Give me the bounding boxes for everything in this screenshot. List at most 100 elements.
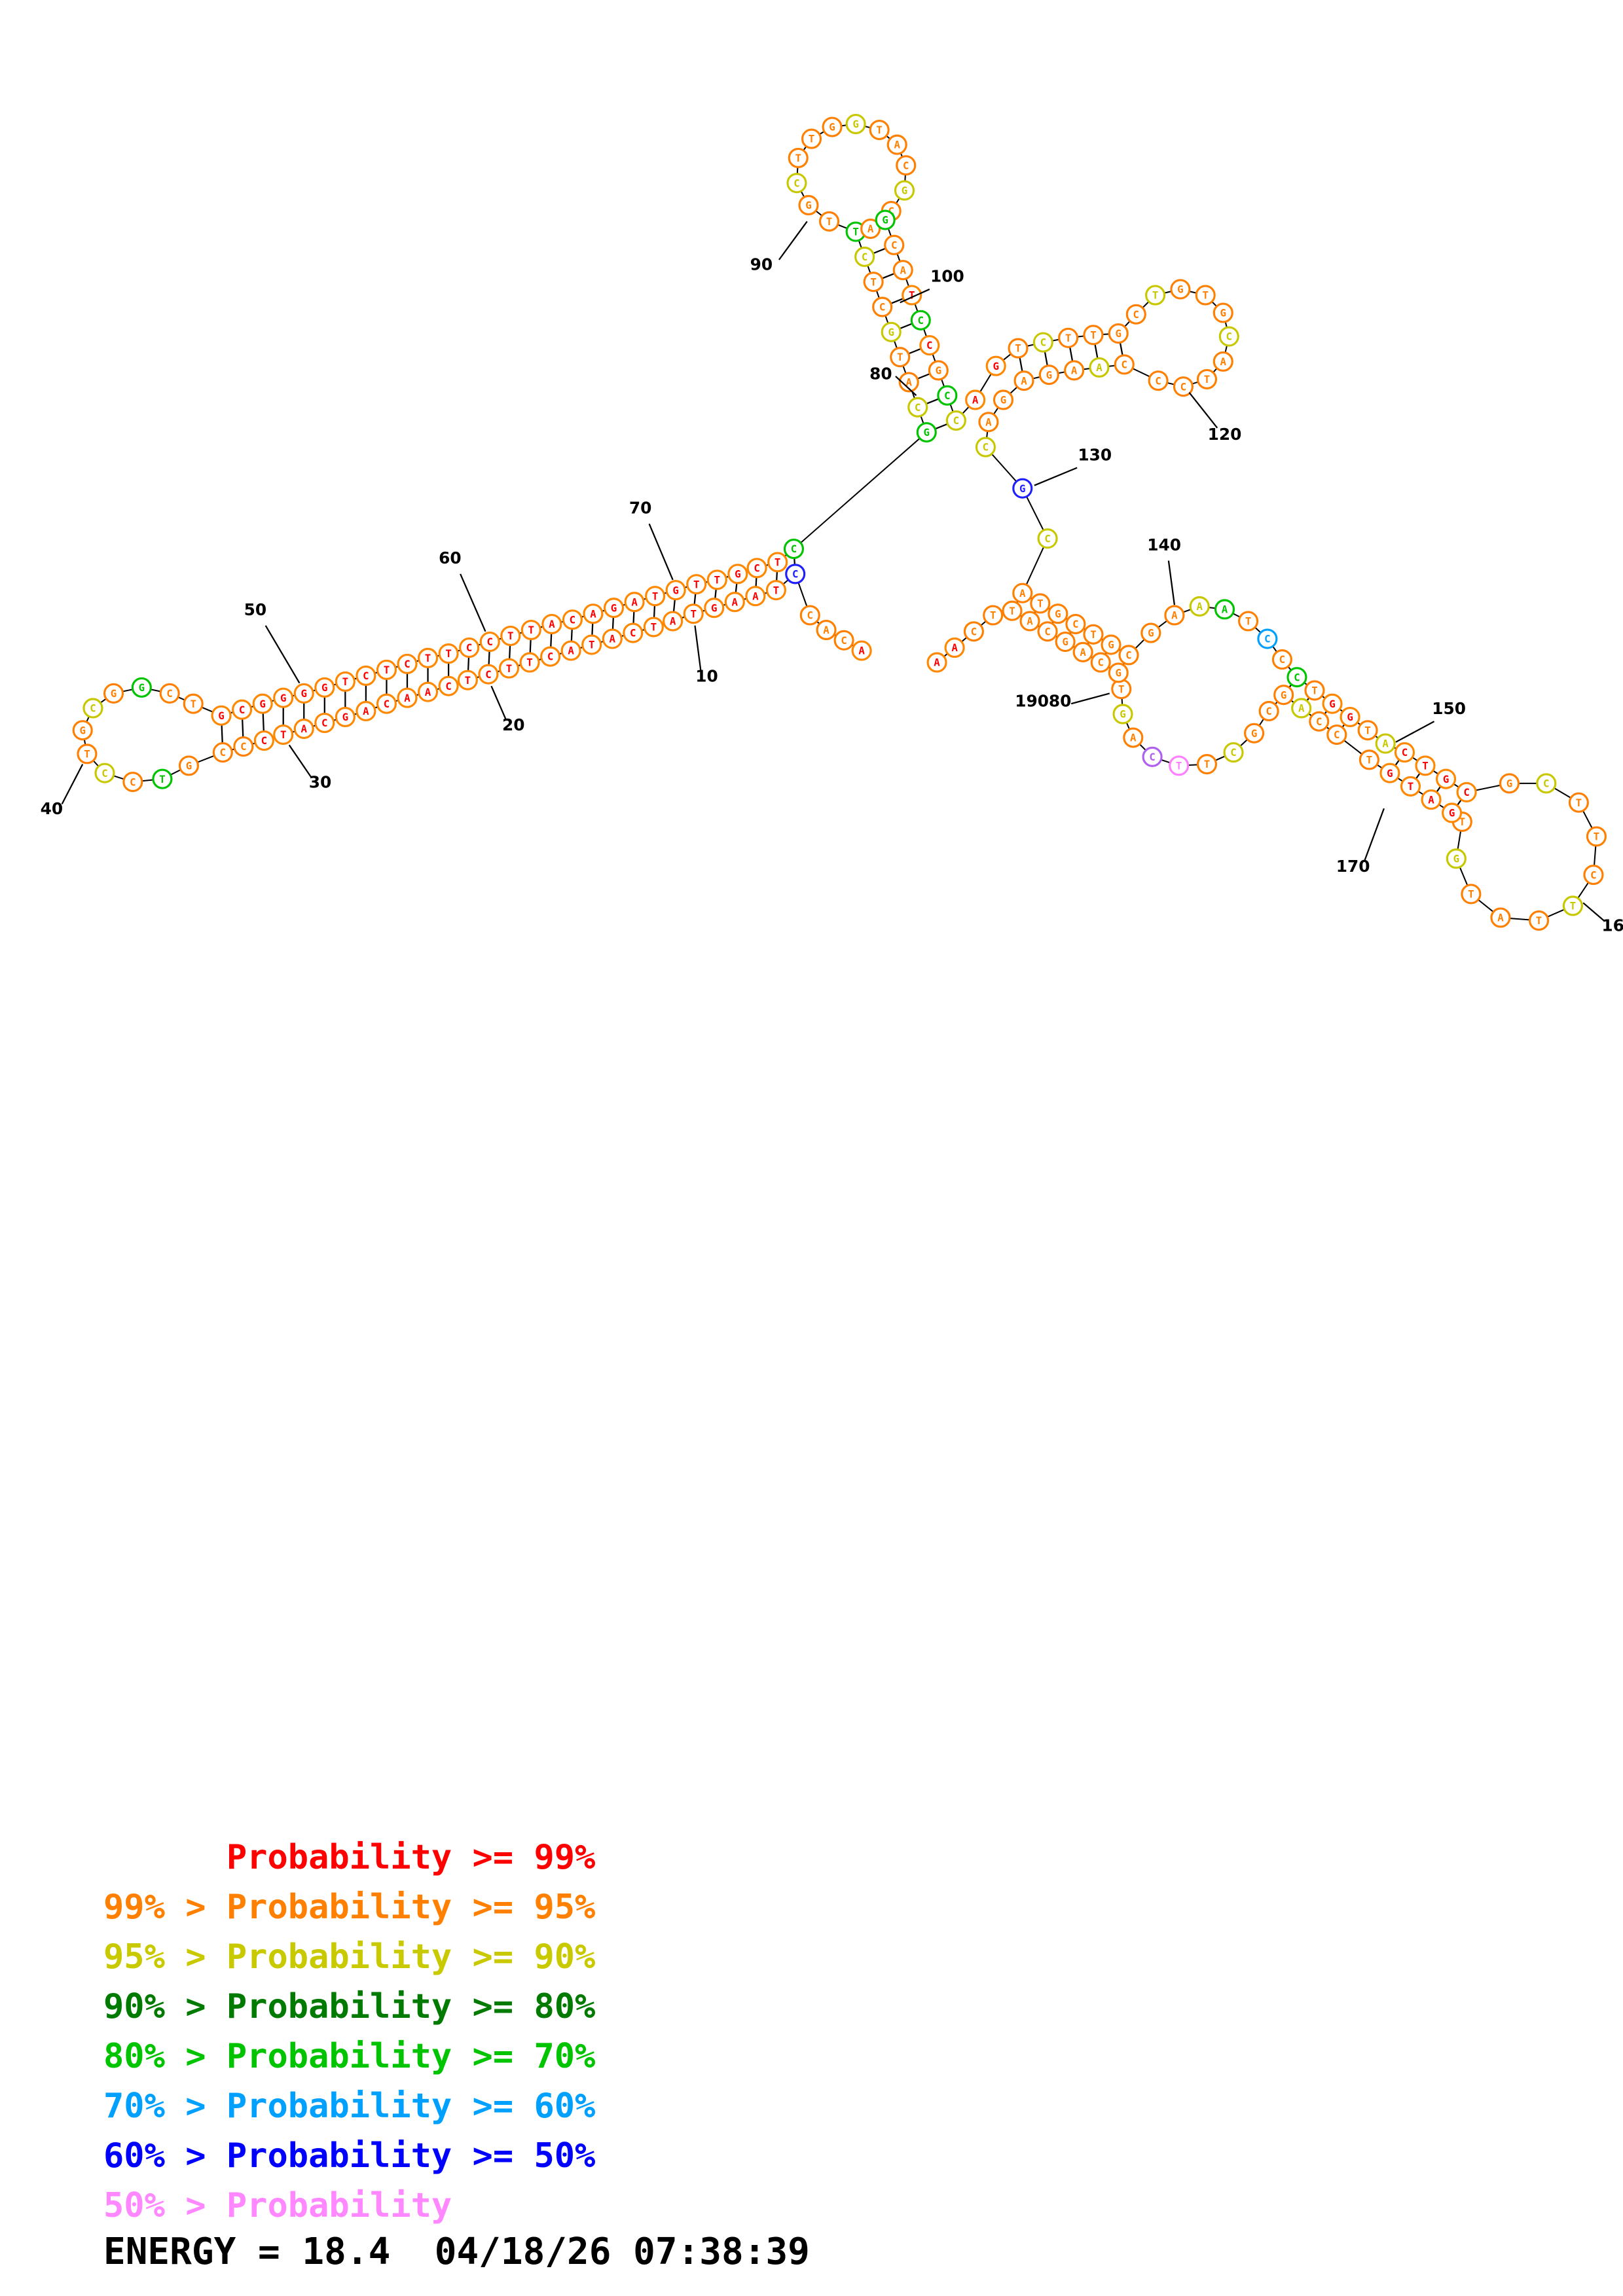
nucleotide-letter: T <box>1118 683 1125 695</box>
nucleotide-letter: T <box>1065 332 1072 344</box>
position-label: 70 <box>629 498 652 517</box>
nucleotide-circle <box>1169 755 1190 776</box>
nucleotide-letter: C <box>1125 649 1132 661</box>
nucleotide-circle <box>1309 711 1330 732</box>
nucleotide-letter: A <box>823 624 830 636</box>
nucleotide-letter: C <box>1044 625 1051 637</box>
nucleotide-circle <box>252 693 273 714</box>
position-label: 130 <box>1078 445 1112 464</box>
nucleotide-letter: C <box>1294 671 1300 683</box>
nucleotide-letter: A <box>1382 738 1389 750</box>
nucleotide-circle <box>1273 685 1294 706</box>
nucleotide-letter: T <box>1245 615 1252 628</box>
nucleotide-circle <box>1218 326 1239 347</box>
nucleotide-letter: G <box>1116 667 1122 679</box>
nucleotide-letter: G <box>1148 627 1154 639</box>
nucleotide-circle <box>1291 698 1312 719</box>
nucleotide-letter: C <box>90 702 96 715</box>
nucleotide-letter: T <box>690 607 697 620</box>
nucleotide-circle <box>1048 603 1068 624</box>
nucleotide-letter: G <box>1108 639 1114 651</box>
nucleotide-circle <box>356 665 376 686</box>
nucleotide-circle <box>965 389 986 410</box>
legend-line: 60% > Probability >= 50% <box>103 2136 596 2176</box>
nucleotide-letter: G <box>1055 607 1061 620</box>
nucleotide-letter: T <box>826 215 833 228</box>
nucleotide-letter: C <box>983 441 989 454</box>
nucleotide-letter: A <box>1196 600 1203 613</box>
position-label: 170 <box>1336 857 1370 876</box>
nucleotide-letter: G <box>139 681 145 694</box>
nucleotide-letter: A <box>363 705 369 717</box>
nucleotide-circle <box>356 700 376 722</box>
nucleotide-circle <box>418 681 439 702</box>
nucleotide-letter: A <box>425 686 431 698</box>
nucleotide-letter: C <box>1097 656 1104 669</box>
label-leader-line <box>895 376 917 397</box>
nucleotide-letter: C <box>570 613 576 626</box>
nucleotide-letter: G <box>1281 689 1287 701</box>
backbone-path <box>82 123 1597 922</box>
nucleotide-circle <box>783 539 805 560</box>
nucleotide-circle <box>892 260 913 281</box>
nucleotide-letter: A <box>905 376 912 389</box>
nucleotide-circle <box>335 706 356 728</box>
nucleotide-circle <box>293 718 314 740</box>
nucleotide-letter: G <box>1329 698 1336 710</box>
nucleotide-circle <box>890 347 911 368</box>
nucleotide-letter: T <box>1408 780 1414 793</box>
nucleotide-circle <box>706 569 727 590</box>
nucleotide-letter: C <box>1230 746 1237 759</box>
nucleotide-circle <box>945 410 966 431</box>
nucleotide-circle <box>562 609 583 630</box>
label-leader-line <box>1070 692 1110 705</box>
nucleotide-circle <box>1213 351 1233 372</box>
nucleotide-letter: C <box>466 641 473 654</box>
nucleotide-letter: C <box>944 389 951 402</box>
position-label: 10 <box>695 666 718 685</box>
nucleotide-letter: G <box>111 687 117 700</box>
nucleotide-letter: T <box>1202 289 1209 302</box>
nucleotide-letter: G <box>672 584 679 596</box>
nucleotide-letter: T <box>1594 831 1600 843</box>
nucleotide-letter: C <box>1279 653 1286 666</box>
nucleotide-letter: C <box>404 658 410 670</box>
nucleotide-circle <box>1442 802 1463 823</box>
nucleotide-circle <box>765 580 786 601</box>
nucleotide-circle <box>1002 600 1023 621</box>
nucleotide-letter: T <box>280 728 287 741</box>
nucleotide-circle <box>645 586 666 607</box>
nucleotide-circle <box>1304 680 1325 701</box>
legend-line: 70% > Probability >= 60% <box>103 2087 596 2126</box>
nucleotide-letter: G <box>888 326 894 338</box>
nucleotide-letter: T <box>990 609 996 622</box>
nucleotide-circle <box>459 637 480 658</box>
nucleotide-letter: T <box>84 747 90 760</box>
nucleotide-circle <box>438 675 459 696</box>
nucleotide-letter: G <box>924 426 930 439</box>
nucleotide-circle <box>1112 704 1133 725</box>
nucleotide-circle <box>801 128 822 149</box>
label-leader-line <box>490 685 507 721</box>
label-leader-line <box>900 288 930 304</box>
nucleotide-circle <box>1032 332 1053 353</box>
label-leader-line <box>694 625 702 672</box>
nucleotide-circle <box>910 310 931 331</box>
nucleotide-circle <box>1108 323 1129 344</box>
nucleotide-circle <box>1379 762 1400 783</box>
nucleotide-letter: C <box>1316 715 1322 728</box>
nucleotide-letter: T <box>1204 373 1211 386</box>
nucleotide-letter: A <box>1497 912 1504 924</box>
nucleotide-letter: C <box>971 625 977 637</box>
nucleotide-letter: G <box>1000 394 1007 406</box>
nucleotide-letter: C <box>754 562 760 575</box>
label-leader-line <box>288 744 312 778</box>
nucleotide-letter: T <box>465 674 471 687</box>
nucleotide-circle <box>818 211 840 232</box>
nucleotide-letter: C <box>1334 728 1340 741</box>
nucleotide-letter: G <box>1220 307 1226 319</box>
nucleotide-circle <box>1055 632 1076 653</box>
label-leader-line <box>1395 721 1435 743</box>
nucleotide-letter: C <box>1133 308 1140 321</box>
nucleotide-circle <box>1118 645 1139 666</box>
